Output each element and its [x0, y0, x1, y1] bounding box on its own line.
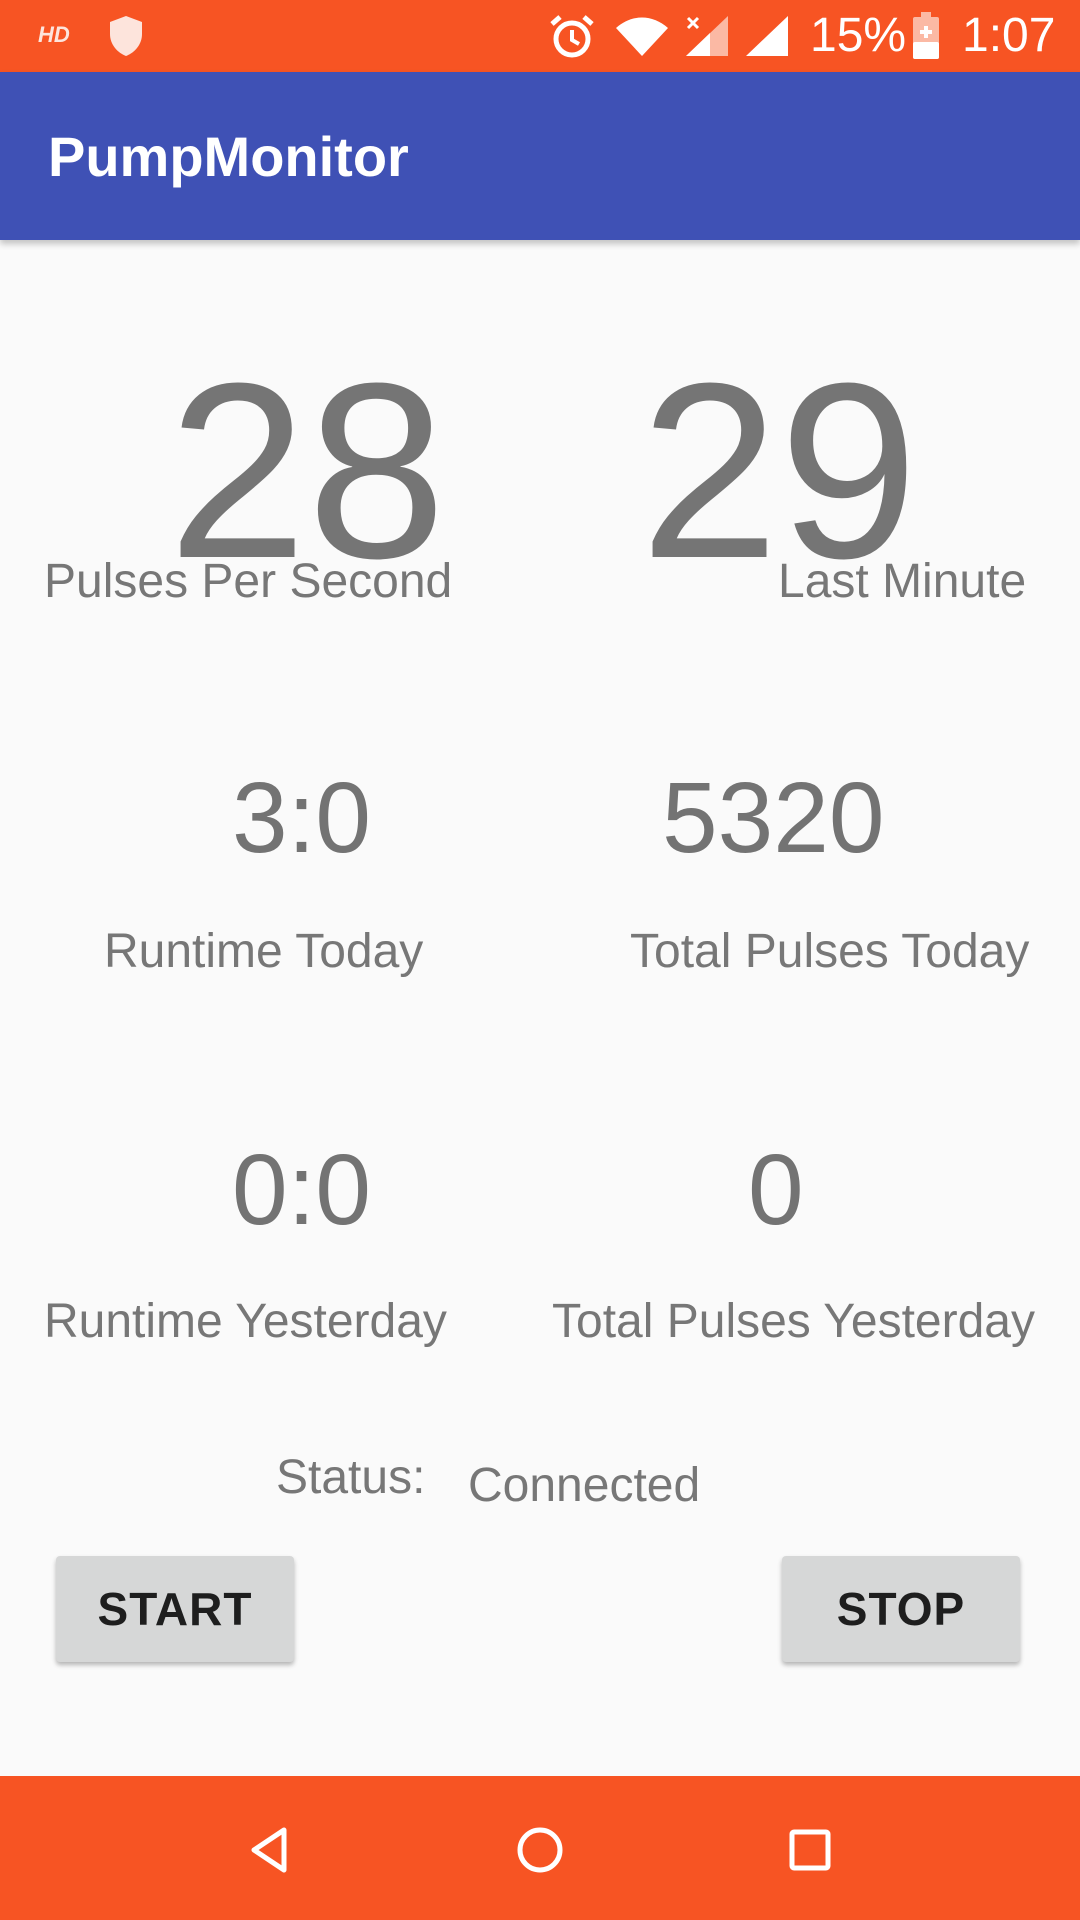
signal-icon	[686, 16, 728, 56]
total-pulses-yesterday-value: 0	[748, 1134, 804, 1246]
runtime-yesterday-value: 0:0	[232, 1134, 372, 1246]
start-button[interactable]: START	[56, 1556, 294, 1662]
pulses-per-second-label: Pulses Per Second	[44, 555, 453, 608]
wifi-icon	[616, 17, 668, 56]
last-minute-label: Last Minute	[778, 555, 1027, 608]
pulses-per-second-value: 28	[168, 331, 447, 610]
runtime-today-label: Runtime Today	[104, 925, 424, 978]
alarm-icon	[550, 15, 594, 58]
home-icon[interactable]	[512, 1822, 568, 1878]
runtime-yesterday-label: Runtime Yesterday	[44, 1295, 447, 1348]
total-pulses-today-value: 5320	[662, 762, 885, 874]
signal-icon	[746, 16, 788, 56]
runtime-today-value: 3:0	[232, 762, 372, 874]
status-label: Status:	[276, 1451, 426, 1504]
back-icon[interactable]	[242, 1822, 298, 1878]
app-bar: PumpMonitor	[0, 72, 1080, 240]
status-value: Connected	[468, 1459, 701, 1512]
clock: 1:07	[962, 9, 1056, 62]
status-bar: HD 15% 1:07	[0, 0, 1080, 72]
hd-indicator: HD	[38, 22, 70, 47]
battery-percent: 15%	[810, 9, 907, 62]
recents-icon[interactable]	[782, 1822, 838, 1878]
navigation-bar	[0, 1776, 1080, 1920]
app-title: PumpMonitor	[48, 125, 409, 188]
total-pulses-yesterday-label: Total Pulses Yesterday	[552, 1295, 1035, 1348]
stop-button[interactable]: STOP	[782, 1556, 1020, 1662]
shield-icon	[110, 16, 142, 56]
last-minute-value: 29	[640, 331, 919, 610]
total-pulses-today-label: Total Pulses Today	[630, 925, 1030, 978]
battery-charging-icon	[913, 12, 939, 59]
